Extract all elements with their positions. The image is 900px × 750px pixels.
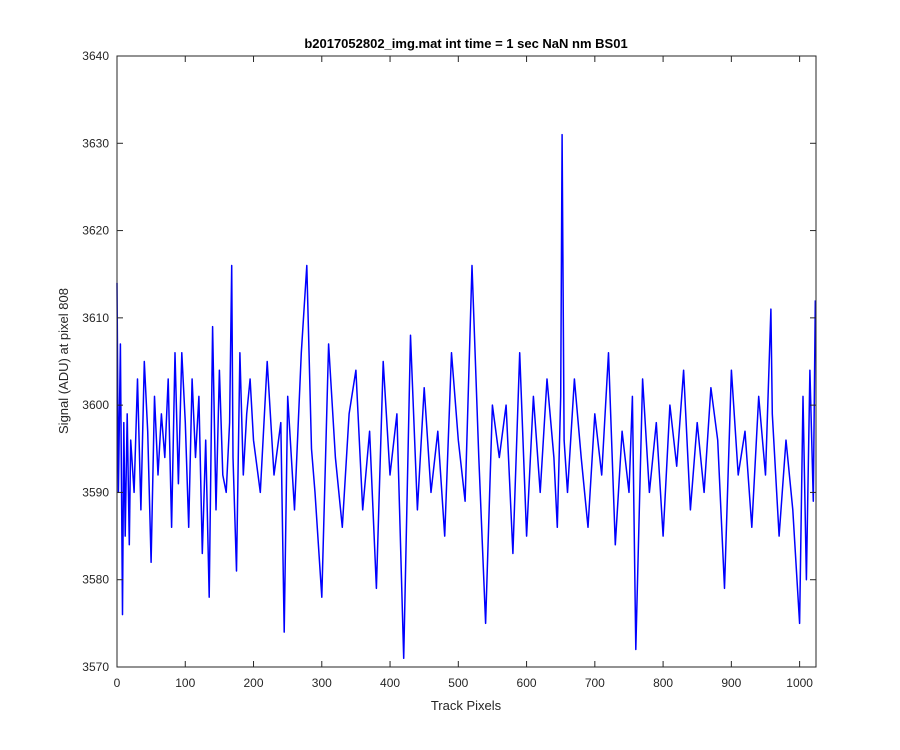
y-tick-label: 3590: [82, 485, 109, 499]
y-tick-label: 3630: [82, 136, 109, 150]
series-line-0: [116, 133, 817, 660]
series-layer: [116, 133, 817, 660]
x-tick-label: 600: [517, 676, 537, 690]
y-tick-label: 3580: [82, 573, 109, 587]
x-tick-label: 400: [380, 676, 400, 690]
plot-area: [117, 56, 816, 667]
x-tick-label: 200: [244, 676, 264, 690]
x-tick-label: 300: [312, 676, 332, 690]
y-axis-label: Signal (ADU) at pixel 808: [56, 288, 71, 434]
x-tick-label: 1000: [786, 676, 813, 690]
y-tick-label: 3600: [82, 398, 109, 412]
y-axis: 3570 3580 3590 3600 3610 3620 3630 3640: [82, 49, 816, 674]
x-tick-label: 800: [653, 676, 673, 690]
y-tick-label: 3620: [82, 224, 109, 238]
x-tick-label: 100: [175, 676, 195, 690]
x-tick-label: 900: [721, 676, 741, 690]
x-tick-label: 500: [448, 676, 468, 690]
chart-title: b2017052802_img.mat int time = 1 sec NaN…: [304, 36, 627, 51]
x-axis-label: Track Pixels: [431, 698, 502, 713]
x-tick-label: 700: [585, 676, 605, 690]
y-tick-label: 3570: [82, 660, 109, 674]
x-axis: 0 100 200 300 400 500 600 700 800 900 1000: [114, 56, 813, 690]
x-tick-label: 0: [114, 676, 121, 690]
y-tick-label: 3640: [82, 49, 109, 63]
axes-box: [116, 55, 817, 668]
y-tick-label: 3610: [82, 311, 109, 325]
